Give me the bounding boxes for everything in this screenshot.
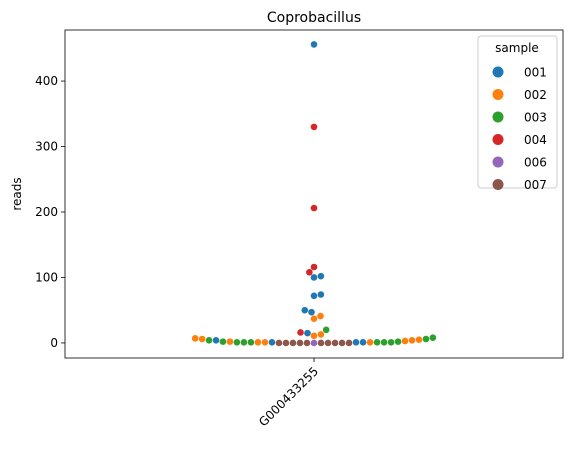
legend-label-004: 004 [524, 133, 547, 147]
data-point-sample-007 [345, 339, 353, 347]
data-point-sample-004 [297, 329, 304, 336]
legend-marker-006 [492, 156, 504, 168]
data-point-sample-002 [254, 338, 262, 346]
data-points [191, 41, 437, 347]
data-point-sample-004 [310, 123, 318, 131]
y-tick-label: 200 [35, 205, 58, 219]
y-axis: 0 100 200 300 400 [35, 74, 65, 350]
legend: sample 001 002 003 004 006 007 [477, 35, 558, 192]
data-point-sample-002 [408, 337, 416, 344]
data-point-sample-001 [304, 329, 311, 337]
data-point-sample-007 [317, 339, 325, 347]
legend-label-002: 002 [524, 88, 547, 102]
data-point-sample-001 [268, 338, 276, 346]
data-point-sample-002 [317, 331, 325, 338]
data-point-sample-002 [317, 312, 324, 320]
data-point-sample-003 [394, 338, 402, 345]
legend-label-003: 003 [524, 111, 547, 125]
data-point-sample-003 [240, 338, 248, 346]
data-point-sample-007 [338, 339, 346, 347]
legend-label-007: 007 [524, 178, 547, 192]
data-point-sample-003 [205, 337, 213, 344]
x-axis: G000433255 [256, 358, 321, 429]
data-point-sample-007 [324, 339, 332, 347]
data-point-sample-001 [317, 291, 325, 298]
data-point-sample-001 [359, 338, 367, 346]
y-tick-label: 300 [35, 140, 58, 154]
data-point-sample-007 [331, 339, 339, 347]
legend-label-001: 001 [524, 66, 547, 80]
data-point-sample-004 [306, 268, 313, 276]
data-point-sample-001 [301, 306, 309, 314]
data-point-sample-007 [275, 339, 283, 347]
legend-marker-007 [492, 179, 504, 190]
legend-marker-002 [492, 89, 504, 100]
data-point-sample-003 [247, 338, 255, 346]
data-point-sample-004 [310, 204, 318, 212]
legend-marker-003 [492, 111, 504, 123]
data-point-sample-003 [387, 338, 395, 346]
data-point-sample-002 [261, 338, 269, 346]
data-point-sample-007 [296, 339, 304, 347]
data-point-sample-004 [310, 263, 318, 271]
x-tick-label: G000433255 [256, 364, 321, 429]
data-point-sample-001 [352, 338, 360, 346]
data-point-sample-003 [373, 338, 381, 346]
data-point-sample-002 [226, 338, 234, 345]
data-point-sample-003 [380, 338, 388, 346]
data-point-sample-001 [308, 308, 315, 316]
y-tick-label: 100 [35, 270, 58, 284]
legend-marker-004 [492, 134, 504, 145]
data-point-sample-007 [282, 339, 290, 347]
y-axis-label: reads [10, 177, 24, 210]
legend-label-006: 006 [524, 156, 547, 170]
data-point-sample-002 [310, 332, 318, 340]
data-point-sample-007 [303, 339, 311, 347]
data-point-sample-002 [191, 335, 199, 342]
data-point-sample-002 [366, 338, 374, 346]
data-point-sample-001 [317, 272, 325, 280]
legend-title: sample [495, 41, 539, 55]
data-point-sample-001 [310, 274, 318, 281]
data-point-sample-003 [219, 338, 227, 345]
data-point-sample-003 [322, 326, 330, 334]
data-point-sample-001 [212, 337, 220, 344]
data-point-sample-003 [422, 335, 430, 343]
data-point-sample-001 [310, 41, 318, 48]
data-point-sample-007 [289, 339, 297, 347]
y-tick-label: 0 [50, 336, 58, 350]
data-point-sample-002 [198, 335, 206, 343]
y-tick-label: 400 [35, 74, 58, 88]
chart-title: Coprobacillus [267, 10, 361, 26]
data-point-sample-003 [233, 338, 241, 346]
data-point-sample-003 [429, 334, 437, 342]
data-point-sample-002 [401, 337, 409, 345]
data-point-sample-006 [310, 339, 318, 347]
data-point-sample-002 [415, 336, 423, 343]
data-point-sample-001 [310, 292, 318, 300]
legend-marker-001 [492, 66, 504, 78]
data-point-sample-002 [310, 315, 318, 323]
